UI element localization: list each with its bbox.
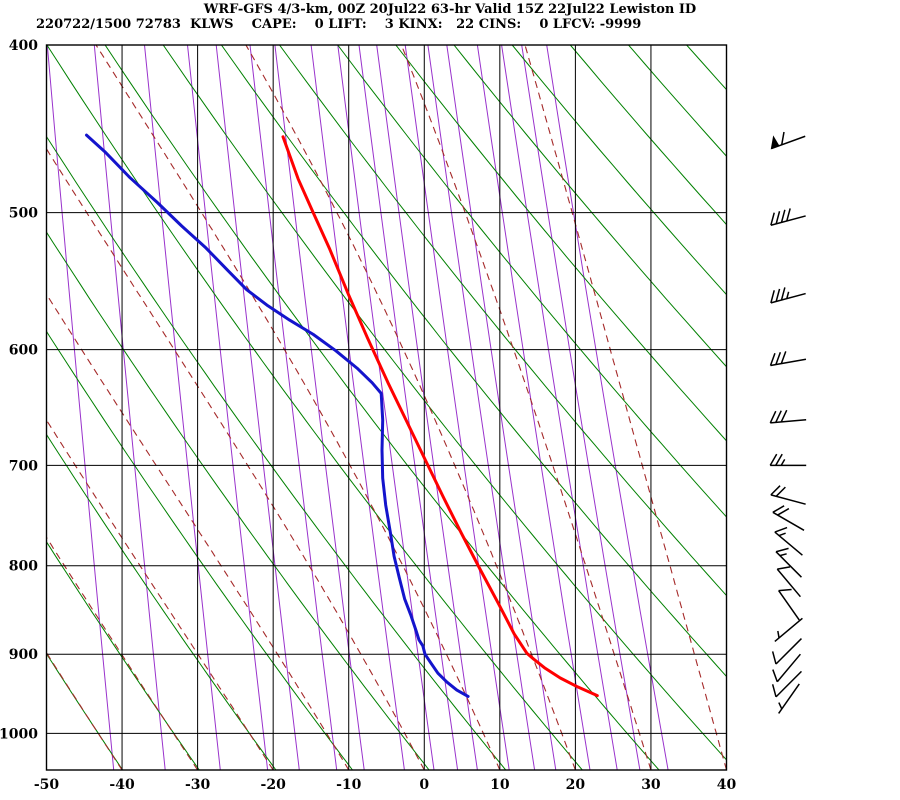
wind-barb xyxy=(774,617,803,643)
pressure-tick-label: 800 xyxy=(9,559,38,575)
wind-barb xyxy=(770,485,806,505)
pressure-tick-label: 900 xyxy=(9,647,38,663)
wind-barb xyxy=(778,588,800,621)
wind-barb xyxy=(771,670,802,698)
wind-barb xyxy=(769,453,807,467)
temperature-tick-label: -40 xyxy=(109,777,135,793)
temperature-tick-label: 30 xyxy=(641,777,661,793)
temperature-tick-label: 40 xyxy=(717,777,737,793)
wind-barbs xyxy=(769,131,807,714)
wind-barb xyxy=(771,638,802,665)
wind-barb xyxy=(769,409,807,424)
moist-adiabats xyxy=(46,45,727,770)
wind-barb xyxy=(772,653,801,683)
temperature-tick-label: 10 xyxy=(490,777,510,793)
pressure-tick-label: 400 xyxy=(9,38,38,54)
wind-barb xyxy=(770,287,806,304)
wind-barb xyxy=(778,683,800,714)
wind-barb xyxy=(775,547,802,578)
wind-barb xyxy=(770,131,806,150)
pressure-tick-label: 500 xyxy=(9,206,38,222)
pressure-tick-label: 700 xyxy=(9,458,38,474)
temperature-tick-label: -20 xyxy=(261,777,287,793)
temperature-tick-label: -10 xyxy=(336,777,362,793)
sounding-info-line: 220722/1500 72783 KLWS CAPE: 0 LIFT: 3 K… xyxy=(36,17,642,32)
wind-barb xyxy=(769,351,807,367)
pressure-tick-label: 1000 xyxy=(0,726,38,742)
wind-barb xyxy=(770,208,806,226)
chart-title: WRF-GFS 4/3-km, 00Z 20Jul22 63-hr Valid … xyxy=(203,2,697,17)
pressure-tick-label: 600 xyxy=(9,343,38,359)
wind-barb xyxy=(774,526,803,556)
axis-labels: 400 500 600 700 800 900 1000 -50 -40 -30 -20 -10 0 10… xyxy=(0,38,736,793)
wind-barb xyxy=(772,505,805,531)
dry-adiabats xyxy=(46,45,727,770)
temperature-trace xyxy=(281,135,599,698)
wind-barb xyxy=(776,566,801,598)
temperature-tick-label: -50 xyxy=(34,777,60,793)
grid-lines xyxy=(45,44,728,771)
temperature-tick-label: -30 xyxy=(185,777,211,793)
dewpoint-trace xyxy=(85,133,470,698)
temperature-tick-label: 0 xyxy=(419,777,429,793)
mixing-ratio-lines xyxy=(46,45,669,770)
temperature-tick-label: 20 xyxy=(566,777,586,793)
